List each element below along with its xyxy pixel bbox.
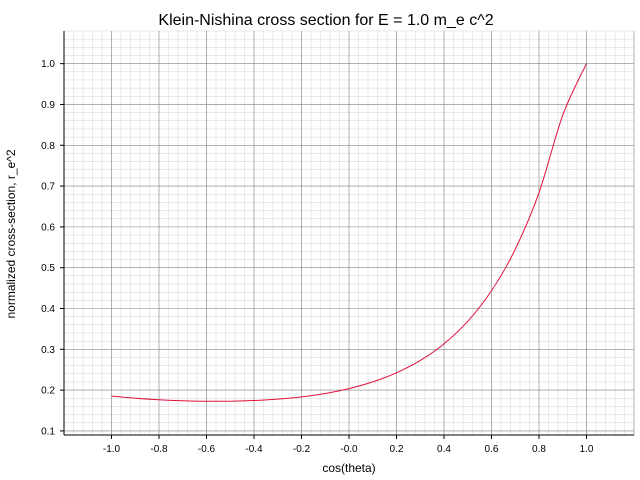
y-tick-label: 0.6 (41, 222, 55, 233)
y-ticks: 0.1 0.2 0.3 0.4 0.5 0.6 0.7 0.8 0.9 1.0 (41, 59, 64, 437)
x-tick-label: 0.4 (437, 444, 451, 455)
major-grid (63, 31, 635, 435)
y-tick-label: 0.1 (41, 426, 55, 437)
x-ticks: -1.0 -0.8 -0.6 -0.4 -0.2 -0.0 0.2 0.4 0.6 0.8 1.0 (103, 435, 594, 455)
plot-area (111, 63, 587, 402)
y-tick-label: 1.0 (41, 59, 55, 70)
x-tick-label: -0.4 (245, 444, 263, 455)
y-tick-label: 0.5 (41, 263, 55, 274)
x-tick-label: -0.0 (340, 444, 358, 455)
y-tick-label: 0.2 (41, 386, 55, 397)
x-tick-label: -0.8 (150, 444, 168, 455)
chart-title: Klein-Nishina cross section for E = 1.0 … (158, 12, 493, 29)
y-tick-label: 0.7 (41, 182, 55, 193)
x-tick-label: 0.2 (390, 444, 404, 455)
y-tick-label: 0.8 (41, 141, 55, 152)
x-tick-label: -1.0 (103, 444, 121, 455)
y-tick-label: 0.3 (41, 345, 55, 356)
x-tick-label: 1.0 (580, 444, 594, 455)
series-line (111, 63, 587, 402)
x-tick-label: 0.8 (532, 444, 546, 455)
y-tick-label: 0.4 (41, 304, 55, 315)
x-tick-label: -0.2 (293, 444, 311, 455)
x-tick-label: -0.6 (198, 444, 216, 455)
x-axis-label: cos(theta) (322, 461, 375, 475)
y-tick-label: 0.9 (41, 100, 55, 111)
x-tick-label: 0.6 (485, 444, 499, 455)
y-axis-label: normalized cross-section, r_e^2 (4, 149, 18, 318)
